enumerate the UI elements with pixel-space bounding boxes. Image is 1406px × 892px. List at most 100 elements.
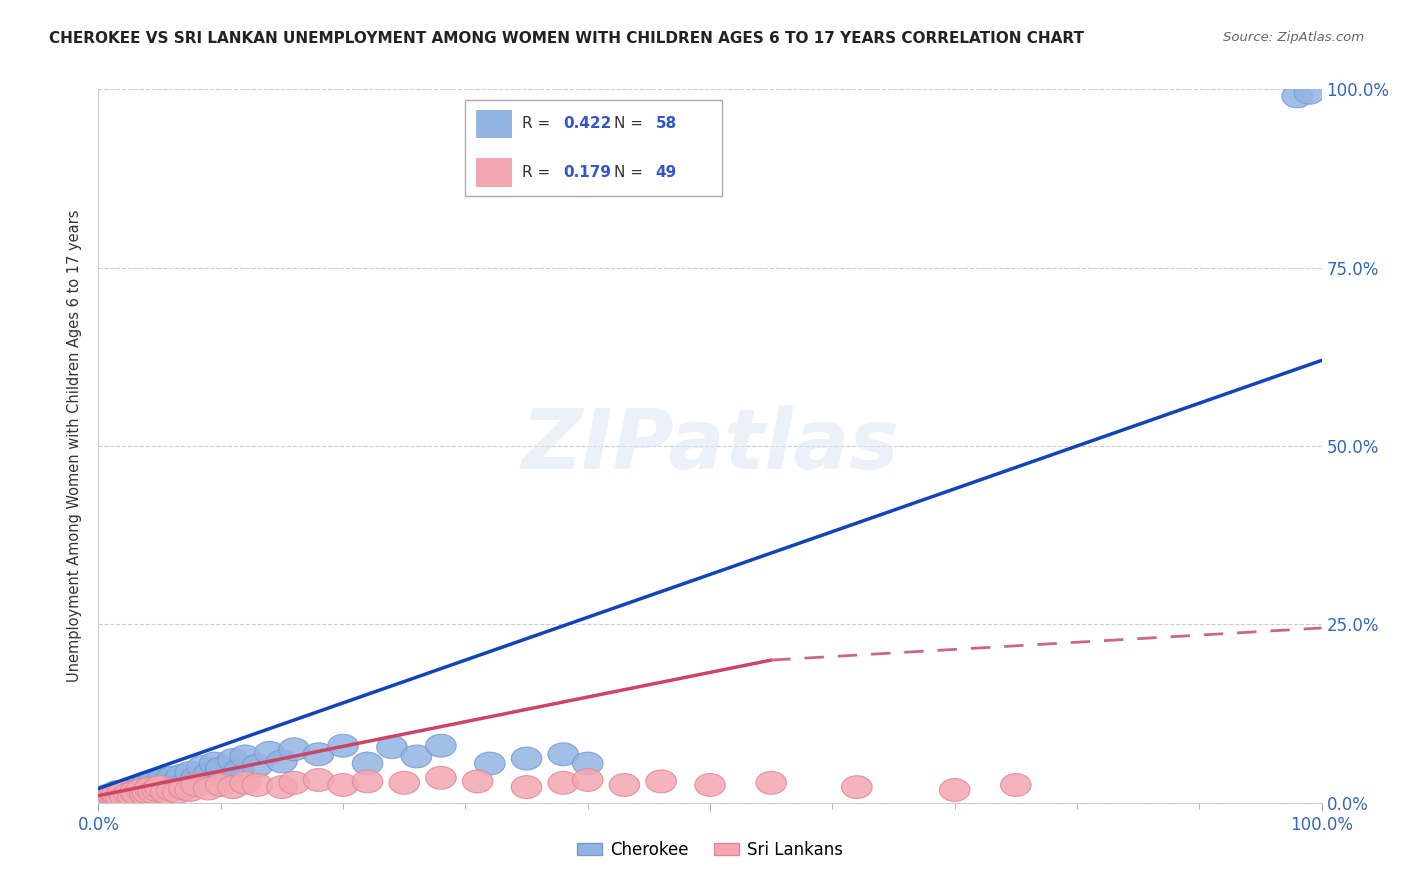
- Ellipse shape: [377, 736, 408, 758]
- Ellipse shape: [114, 783, 145, 805]
- Ellipse shape: [145, 776, 174, 798]
- Ellipse shape: [110, 784, 141, 807]
- Ellipse shape: [129, 780, 160, 804]
- Ellipse shape: [389, 772, 419, 794]
- Ellipse shape: [231, 745, 260, 768]
- Ellipse shape: [278, 738, 309, 761]
- Ellipse shape: [512, 776, 541, 798]
- Ellipse shape: [548, 772, 578, 794]
- Ellipse shape: [609, 773, 640, 797]
- Ellipse shape: [254, 741, 285, 764]
- Ellipse shape: [155, 772, 184, 794]
- Text: CHEROKEE VS SRI LANKAN UNEMPLOYMENT AMONG WOMEN WITH CHILDREN AGES 6 TO 17 YEARS: CHEROKEE VS SRI LANKAN UNEMPLOYMENT AMON…: [49, 31, 1084, 46]
- Ellipse shape: [122, 783, 153, 805]
- Ellipse shape: [163, 770, 193, 793]
- Ellipse shape: [89, 788, 120, 811]
- Ellipse shape: [159, 776, 190, 798]
- Ellipse shape: [96, 786, 127, 808]
- Ellipse shape: [132, 772, 163, 794]
- Ellipse shape: [756, 772, 786, 794]
- Ellipse shape: [548, 743, 578, 765]
- Ellipse shape: [145, 773, 174, 797]
- Ellipse shape: [101, 786, 132, 808]
- Ellipse shape: [96, 787, 127, 810]
- Ellipse shape: [304, 743, 333, 765]
- Ellipse shape: [98, 784, 128, 807]
- Ellipse shape: [200, 752, 231, 775]
- Ellipse shape: [117, 784, 148, 807]
- Ellipse shape: [105, 784, 136, 807]
- Ellipse shape: [426, 766, 456, 789]
- Ellipse shape: [169, 773, 200, 797]
- Ellipse shape: [181, 773, 211, 797]
- Ellipse shape: [939, 779, 970, 801]
- Ellipse shape: [122, 783, 153, 805]
- Ellipse shape: [108, 780, 138, 804]
- Ellipse shape: [108, 783, 138, 805]
- Ellipse shape: [1282, 85, 1312, 108]
- Ellipse shape: [135, 780, 165, 804]
- Ellipse shape: [138, 770, 169, 793]
- Ellipse shape: [267, 750, 297, 772]
- Ellipse shape: [163, 780, 193, 804]
- Ellipse shape: [114, 779, 145, 801]
- Legend: Cherokee, Sri Lankans: Cherokee, Sri Lankans: [571, 835, 849, 866]
- Ellipse shape: [142, 779, 173, 801]
- Ellipse shape: [328, 734, 359, 757]
- Ellipse shape: [132, 780, 163, 804]
- Ellipse shape: [426, 734, 456, 757]
- Ellipse shape: [242, 755, 273, 777]
- Ellipse shape: [278, 772, 309, 794]
- Ellipse shape: [146, 769, 177, 791]
- Ellipse shape: [110, 786, 141, 808]
- Ellipse shape: [304, 769, 333, 791]
- Ellipse shape: [101, 783, 132, 805]
- Text: Source: ZipAtlas.com: Source: ZipAtlas.com: [1223, 31, 1364, 45]
- Ellipse shape: [138, 780, 169, 804]
- Ellipse shape: [572, 769, 603, 791]
- Ellipse shape: [1001, 773, 1031, 797]
- Ellipse shape: [842, 776, 872, 798]
- Ellipse shape: [132, 777, 163, 800]
- Ellipse shape: [205, 757, 236, 780]
- Ellipse shape: [401, 745, 432, 768]
- Ellipse shape: [193, 777, 224, 800]
- Ellipse shape: [169, 777, 200, 800]
- Text: ZIPatlas: ZIPatlas: [522, 406, 898, 486]
- Ellipse shape: [127, 779, 156, 801]
- Ellipse shape: [218, 748, 249, 772]
- Ellipse shape: [101, 780, 132, 804]
- Ellipse shape: [193, 763, 224, 786]
- Ellipse shape: [267, 776, 297, 798]
- Ellipse shape: [174, 779, 205, 801]
- Ellipse shape: [645, 770, 676, 793]
- Ellipse shape: [105, 786, 136, 808]
- Ellipse shape: [218, 776, 249, 798]
- Ellipse shape: [181, 766, 211, 789]
- Ellipse shape: [174, 762, 205, 784]
- Y-axis label: Unemployment Among Women with Children Ages 6 to 17 years: Unemployment Among Women with Children A…: [67, 210, 83, 682]
- Ellipse shape: [231, 772, 260, 794]
- Ellipse shape: [353, 752, 382, 775]
- Ellipse shape: [150, 777, 181, 800]
- Ellipse shape: [187, 756, 218, 779]
- Ellipse shape: [114, 780, 145, 804]
- Ellipse shape: [135, 777, 165, 800]
- Ellipse shape: [205, 773, 236, 797]
- Ellipse shape: [156, 779, 187, 801]
- Ellipse shape: [1294, 81, 1324, 104]
- Ellipse shape: [138, 776, 169, 798]
- Ellipse shape: [98, 783, 128, 805]
- Ellipse shape: [475, 752, 505, 775]
- Ellipse shape: [166, 764, 197, 787]
- Ellipse shape: [120, 777, 150, 800]
- Ellipse shape: [93, 784, 124, 807]
- Ellipse shape: [463, 770, 494, 793]
- Ellipse shape: [142, 779, 173, 801]
- Ellipse shape: [572, 752, 603, 775]
- Ellipse shape: [101, 788, 132, 811]
- Ellipse shape: [353, 770, 382, 793]
- Ellipse shape: [89, 788, 120, 811]
- Ellipse shape: [695, 773, 725, 797]
- Ellipse shape: [512, 747, 541, 770]
